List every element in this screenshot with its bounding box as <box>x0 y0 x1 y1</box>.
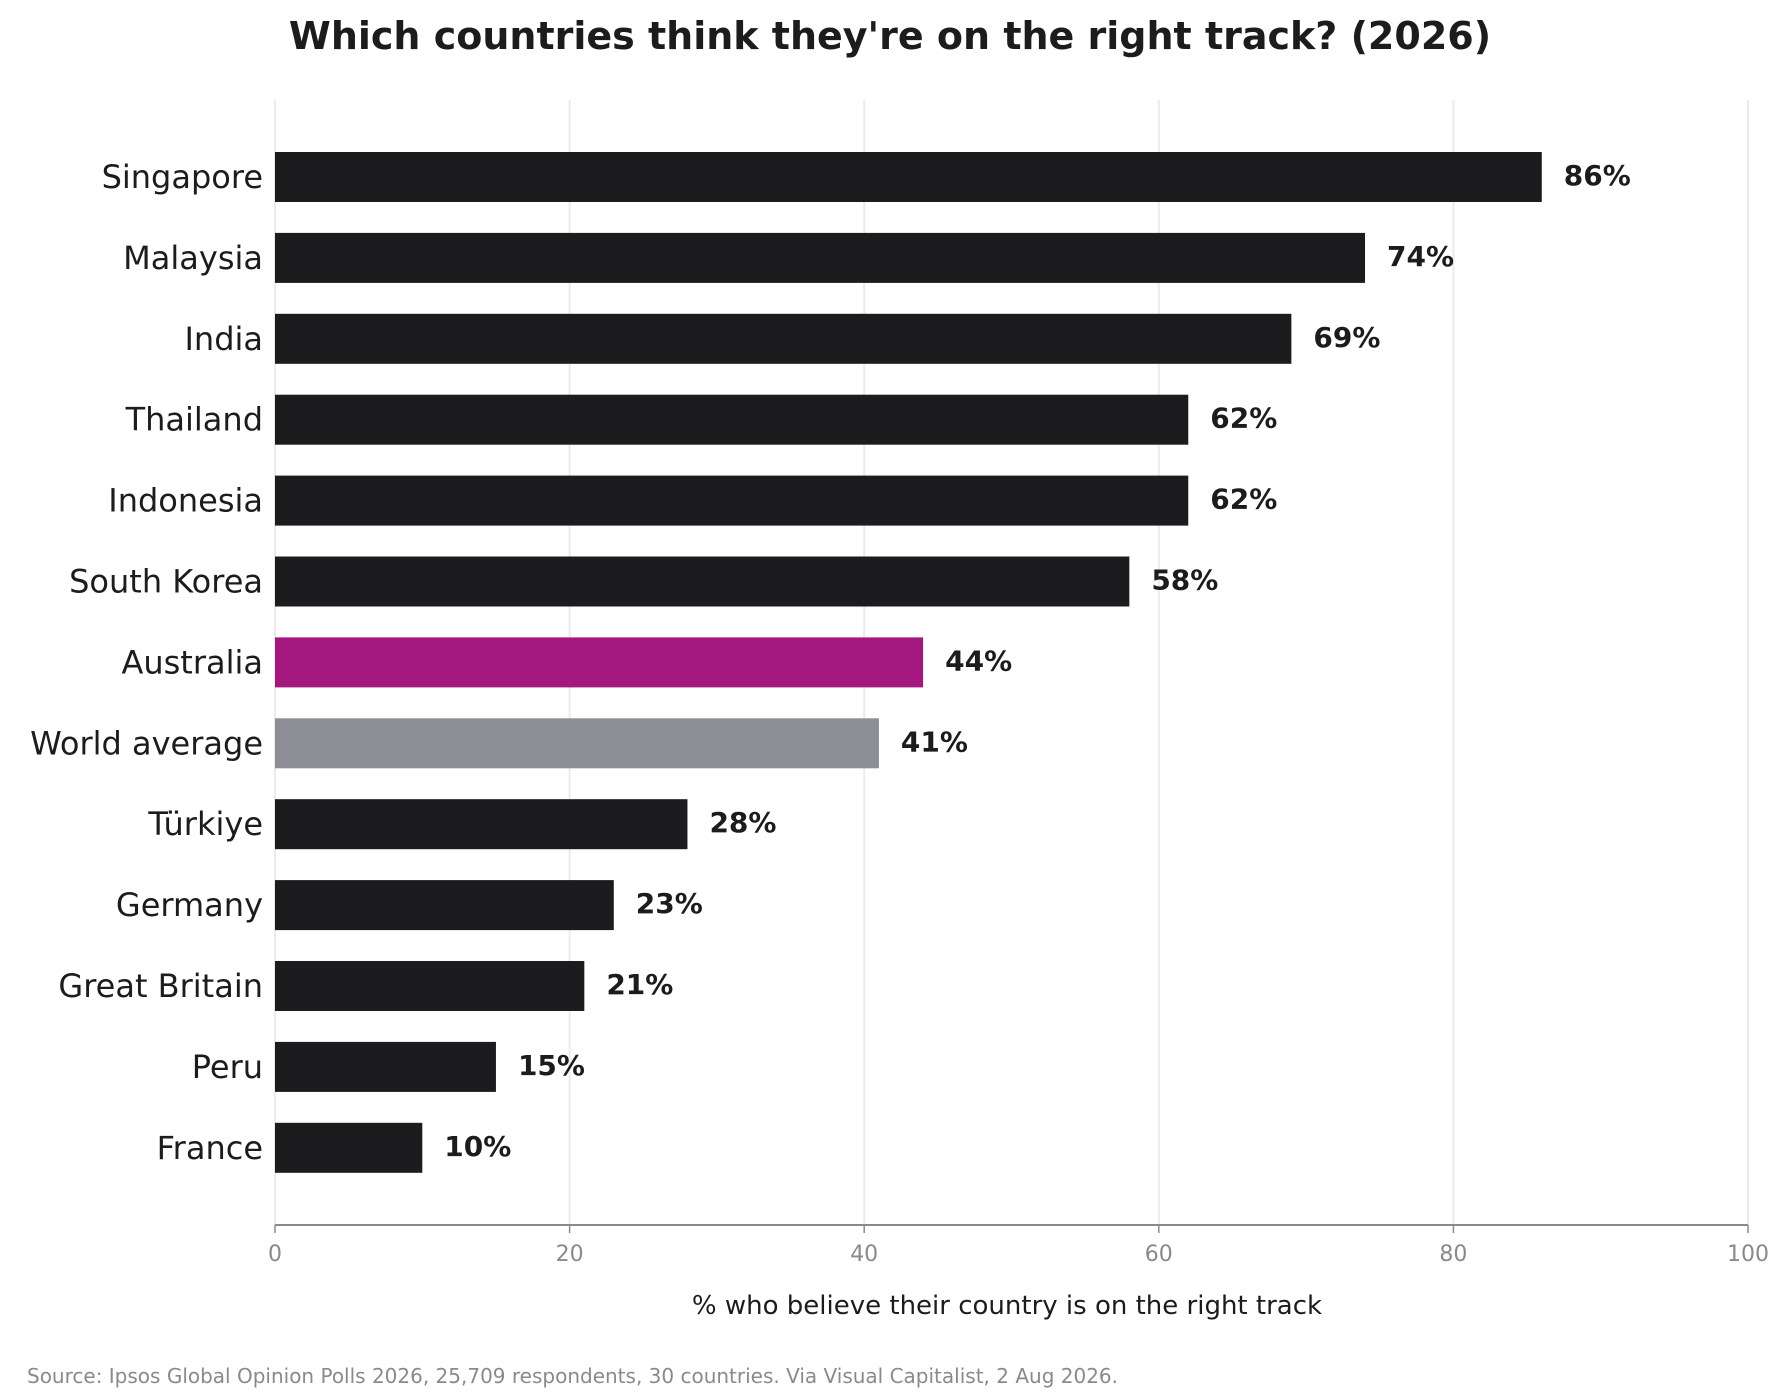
value-label: 62% <box>1210 483 1277 516</box>
x-tick-label: 80 <box>1439 1242 1467 1267</box>
bar <box>275 961 585 1011</box>
bar <box>275 556 1130 607</box>
x-tick-label: 0 <box>268 1242 282 1267</box>
value-label: 15% <box>518 1049 585 1082</box>
labels: Singapore 86% Malaysia 74% India 69% Thailand 6… <box>30 158 1631 1167</box>
value-label: 58% <box>1151 564 1218 597</box>
bar <box>275 152 1542 202</box>
category-label: Malaysia <box>123 239 263 277</box>
x-tick-label: 100 <box>1727 1242 1769 1267</box>
value-label: 28% <box>709 806 776 839</box>
value-label: 86% <box>1564 159 1631 192</box>
x-axis-title: % who believe their country is on the ri… <box>692 1291 1322 1321</box>
x-tick-label: 40 <box>850 1242 878 1267</box>
x-tick-label: 60 <box>1145 1242 1173 1267</box>
category-label: Thailand <box>125 401 263 439</box>
category-label: Great Britain <box>58 967 263 1005</box>
category-label: Türkiye <box>147 805 263 843</box>
category-label: Germany <box>116 886 263 924</box>
bar <box>275 1122 423 1173</box>
category-label: World average <box>30 724 263 762</box>
category-label: South Korea <box>69 563 263 601</box>
category-label: Singapore <box>102 158 263 196</box>
value-label: 21% <box>606 968 673 1001</box>
bars <box>275 152 1542 1173</box>
value-label: 74% <box>1387 240 1454 273</box>
bar <box>275 637 924 688</box>
value-label: 44% <box>945 644 1012 677</box>
value-label: 62% <box>1210 402 1277 435</box>
bar <box>275 880 614 931</box>
bar <box>275 232 1366 283</box>
x-axis: 0 20 40 60 80 100 <box>268 1224 1769 1267</box>
value-label: 41% <box>901 725 968 758</box>
bar <box>275 394 1189 445</box>
value-label: 69% <box>1313 321 1380 354</box>
x-tick-label: 20 <box>556 1242 584 1267</box>
chart-title: Which countries think they're on the rig… <box>289 14 1491 58</box>
bar <box>275 799 688 850</box>
bar <box>275 718 879 769</box>
source-note: Source: Ipsos Global Opinion Polls 2026,… <box>27 1364 1118 1388</box>
category-label: Indonesia <box>108 482 263 520</box>
category-label: Australia <box>121 643 263 681</box>
value-label: 23% <box>636 887 703 920</box>
bar <box>275 475 1189 526</box>
bar <box>275 1041 496 1092</box>
category-label: India <box>184 320 263 358</box>
category-label: France <box>157 1129 263 1167</box>
bar <box>275 313 1292 364</box>
category-label: Peru <box>192 1048 263 1086</box>
value-label: 10% <box>444 1130 511 1163</box>
